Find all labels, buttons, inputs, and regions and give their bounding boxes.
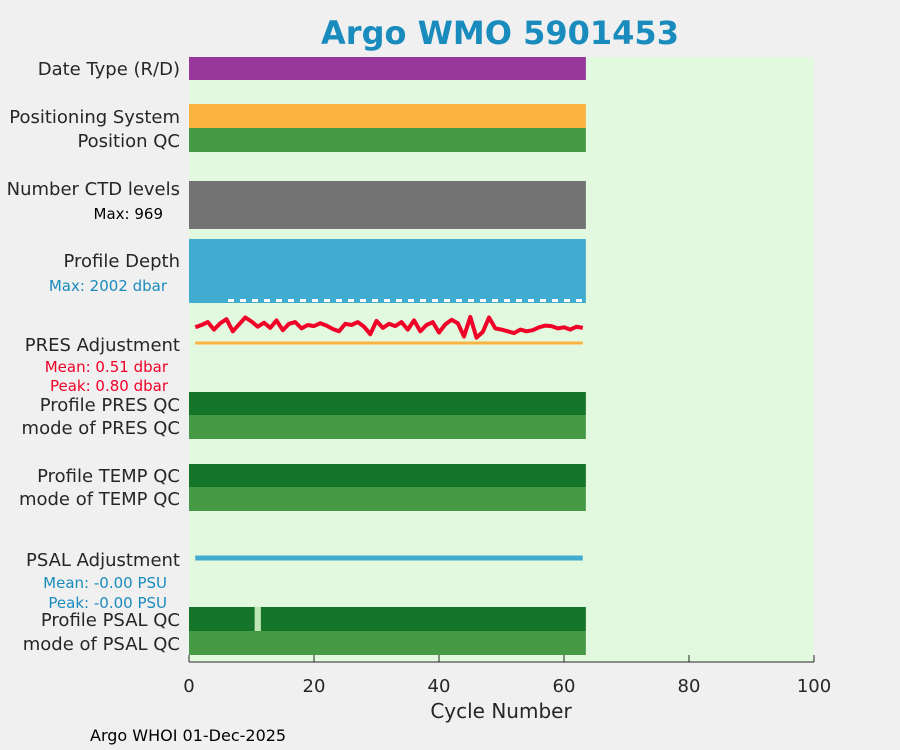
row-label: Profile PRES QC [40, 395, 180, 416]
depth-tick-mark [576, 299, 582, 302]
row-label: mode of TEMP QC [19, 489, 180, 510]
bar-mode-of-pres-qc [189, 415, 586, 439]
depth-tick-mark [444, 299, 450, 302]
depth-tick-mark [240, 299, 246, 302]
row-label: Profile Depth [63, 251, 180, 272]
bar-date-type-r-d- [189, 57, 586, 80]
depth-tick-mark [384, 299, 390, 302]
row-label: Positioning System [9, 107, 180, 128]
x-tick-label: 40 [428, 676, 451, 697]
row-note: Peak: 0.80 dbar [50, 377, 169, 395]
depth-tick-mark [300, 299, 306, 302]
bar-number-ctd-levels [189, 181, 586, 229]
depth-tick-mark [468, 299, 474, 302]
depth-tick-mark [372, 299, 378, 302]
row-label: mode of PSAL QC [23, 634, 180, 655]
bar-profile-temp-qc [189, 464, 586, 487]
row-note: Max: 969 [94, 205, 163, 223]
depth-tick-mark [288, 299, 294, 302]
depth-tick-mark [264, 299, 270, 302]
row-label: Number CTD levels [7, 179, 180, 200]
bar-profile-pres-qc [189, 392, 586, 415]
x-tick-label: 60 [553, 676, 576, 697]
plot-area [189, 57, 814, 662]
pres-adjustment-line [194, 314, 584, 340]
psal-qc-exception [254, 607, 261, 631]
row-note: Max: 2002 dbar [49, 277, 168, 295]
bar-mode-of-psal-qc [189, 631, 586, 655]
row-note: Mean: 0.51 dbar [45, 358, 169, 376]
bar-profile-psal-qc [189, 607, 586, 631]
x-axis-label: Cycle Number [430, 699, 572, 723]
row-label: Position QC [77, 131, 180, 152]
x-tick-label: 100 [797, 676, 831, 697]
depth-tick-mark [252, 299, 258, 302]
chart-title: Argo WMO 5901453 [321, 14, 679, 52]
footer-credit: Argo WHOI 01-Dec-2025 [90, 726, 286, 745]
bar-profile-depth [189, 239, 586, 303]
depth-tick-mark [336, 299, 342, 302]
depth-tick-mark [540, 299, 546, 302]
depth-tick-mark [276, 299, 282, 302]
bar-mode-of-temp-qc [189, 487, 586, 511]
depth-tick-mark [564, 299, 570, 302]
depth-tick-mark [456, 299, 462, 302]
depth-tick-mark [420, 299, 426, 302]
depth-tick-mark [492, 299, 498, 302]
row-label: PRES Adjustment [25, 335, 180, 356]
depth-tick-mark [228, 299, 234, 302]
x-tick-label: 20 [303, 676, 326, 697]
row-label: Profile TEMP QC [37, 466, 180, 487]
depth-tick-mark [348, 299, 354, 302]
bar-positioning-system [189, 104, 586, 128]
row-label: Profile PSAL QC [41, 610, 180, 631]
depth-tick-mark [504, 299, 510, 302]
row-label: PSAL Adjustment [26, 550, 180, 571]
depth-tick-mark [360, 299, 366, 302]
row-note: Mean: -0.00 PSU [43, 574, 167, 592]
x-tick-label: 80 [678, 676, 701, 697]
depth-tick-mark [432, 299, 438, 302]
row-label: Date Type (R/D) [38, 59, 180, 80]
depth-tick-mark [516, 299, 522, 302]
depth-tick-mark [312, 299, 318, 302]
depth-tick-mark [408, 299, 414, 302]
row-note: Peak: -0.00 PSU [48, 594, 167, 612]
depth-tick-mark [552, 299, 558, 302]
x-tick-label: 0 [183, 676, 194, 697]
depth-tick-mark [396, 299, 402, 302]
depth-tick-mark [480, 299, 486, 302]
row-label: mode of PRES QC [22, 418, 180, 439]
x-axis: 0 20 40 60 80 100 [183, 655, 831, 697]
bar-position-qc [189, 128, 586, 152]
depth-tick-mark [324, 299, 330, 302]
depth-tick-mark [528, 299, 534, 302]
